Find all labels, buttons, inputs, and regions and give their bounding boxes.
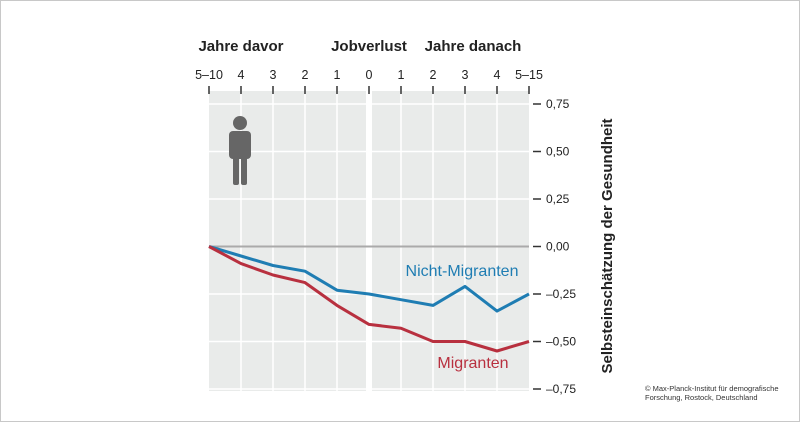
person-body bbox=[229, 131, 251, 159]
x-tick-label: 0 bbox=[366, 68, 373, 82]
job-loss-marker bbox=[366, 91, 372, 391]
x-tick-label: 5–10 bbox=[195, 68, 223, 82]
x-tick-label: 2 bbox=[430, 68, 437, 82]
y-tick-label: 0,00 bbox=[546, 240, 570, 254]
y-tick-label: 0,25 bbox=[546, 192, 570, 206]
x-tick-label: 1 bbox=[398, 68, 405, 82]
x-tick-label: 4 bbox=[494, 68, 501, 82]
x-tick-label: 4 bbox=[238, 68, 245, 82]
series-label: Migranten bbox=[437, 355, 508, 372]
y-tick-label: –0,75 bbox=[546, 382, 576, 396]
top-label: Jahre davor bbox=[198, 38, 283, 55]
y-tick-label: 0,50 bbox=[546, 145, 570, 159]
x-tick-label: 3 bbox=[462, 68, 469, 82]
copyright-credit: © Max-Planck-Institut für demografische … bbox=[645, 384, 779, 402]
person-leg bbox=[241, 151, 247, 185]
x-tick-label: 5–15 bbox=[515, 68, 543, 82]
person-head bbox=[233, 116, 247, 130]
x-tick-label: 3 bbox=[270, 68, 277, 82]
y-tick-label: –0,50 bbox=[546, 335, 576, 349]
credit-line-1: © Max-Planck-Institut für demografische bbox=[645, 384, 779, 393]
person-icon bbox=[229, 116, 251, 185]
y-tick-label: –0,25 bbox=[546, 287, 576, 301]
x-tick-label: 1 bbox=[334, 68, 341, 82]
y-tick-label: 0,75 bbox=[546, 97, 570, 111]
person-leg bbox=[233, 151, 239, 185]
credit-line-2: Forschung, Rostock, Deutschland bbox=[645, 393, 758, 402]
top-label: Jobverlust bbox=[331, 38, 407, 55]
x-tick-label: 2 bbox=[302, 68, 309, 82]
top-label: Jahre danach bbox=[425, 38, 522, 55]
series-label: Nicht-Migranten bbox=[406, 263, 519, 280]
y-axis-label: Selbsteinschätzung der Gesundheit bbox=[599, 118, 616, 373]
